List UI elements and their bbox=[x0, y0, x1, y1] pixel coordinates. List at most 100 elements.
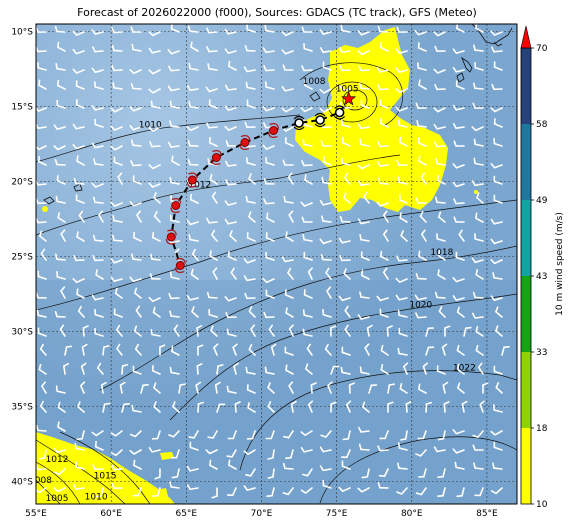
wind-barb bbox=[376, 67, 389, 73]
colorbar-tick-label: 49 bbox=[536, 196, 548, 206]
wind-barb bbox=[132, 231, 142, 242]
wind-barb bbox=[207, 430, 218, 439]
tropical-low-icon bbox=[294, 118, 304, 128]
wind-barb bbox=[339, 255, 351, 262]
wind-barb bbox=[262, 278, 275, 284]
wind-barb bbox=[206, 46, 218, 53]
wind-barb bbox=[452, 295, 465, 302]
wind-barb bbox=[214, 381, 221, 394]
wind-barb bbox=[322, 479, 332, 489]
wind-barb bbox=[319, 88, 332, 94]
wind-barb bbox=[434, 84, 446, 91]
lat-tick-label: 35°S bbox=[11, 403, 33, 413]
wind-barb bbox=[325, 267, 332, 280]
current-position-star-icon bbox=[341, 91, 357, 106]
wind-barb bbox=[187, 140, 199, 147]
wind-barb bbox=[91, 430, 104, 437]
wind-barb bbox=[339, 215, 351, 223]
wind-barb bbox=[288, 324, 294, 337]
wind-barb bbox=[102, 345, 110, 356]
wind-barb bbox=[37, 270, 47, 280]
wind-barb bbox=[169, 271, 180, 280]
wind-barb bbox=[321, 215, 332, 223]
wind-barb bbox=[188, 100, 199, 109]
wind-barb bbox=[415, 197, 427, 204]
wind-barb bbox=[110, 276, 123, 283]
wind-barb bbox=[246, 24, 256, 33]
wind-barb bbox=[94, 440, 104, 451]
wind-barb bbox=[418, 468, 427, 478]
wind-barb bbox=[206, 291, 218, 299]
wind-barb bbox=[189, 441, 199, 451]
wind-barb bbox=[169, 366, 180, 375]
wind-barb bbox=[226, 385, 237, 394]
wind-barb bbox=[75, 80, 85, 90]
wind-barb bbox=[148, 182, 161, 188]
wind-barb bbox=[495, 382, 503, 394]
wind-barb bbox=[482, 382, 489, 394]
wind-barb bbox=[208, 136, 218, 147]
wind-barb bbox=[91, 142, 104, 149]
wind-barb bbox=[172, 401, 180, 413]
wind-barb bbox=[263, 311, 275, 319]
wind-barb bbox=[191, 248, 199, 261]
wind-barb bbox=[244, 292, 256, 300]
wind-barb bbox=[281, 126, 294, 132]
wind-barb bbox=[425, 346, 435, 356]
wind-barb bbox=[76, 155, 85, 166]
wind-barb bbox=[363, 191, 370, 204]
wind-barb bbox=[338, 47, 351, 54]
wind-barb bbox=[130, 160, 142, 167]
wind-barb bbox=[209, 173, 218, 185]
wind-barb bbox=[227, 430, 237, 440]
wind-barb bbox=[186, 126, 199, 132]
tropical-storm-arms-icon bbox=[165, 229, 177, 245]
wind-barb bbox=[72, 68, 85, 74]
wind-barb bbox=[472, 444, 484, 451]
wind-barb bbox=[186, 465, 199, 472]
wind-barb bbox=[190, 41, 199, 52]
wind-barb bbox=[304, 363, 313, 375]
wind-barb bbox=[285, 449, 294, 459]
wind-barb bbox=[398, 194, 408, 204]
wind-barb bbox=[197, 344, 204, 356]
wind-barb bbox=[324, 343, 332, 356]
wind-barb bbox=[168, 141, 180, 148]
wind-barb bbox=[345, 400, 352, 413]
wind-barb bbox=[129, 69, 142, 75]
wind-barb bbox=[225, 160, 237, 167]
wind-barb bbox=[437, 211, 446, 223]
wind-barb bbox=[140, 384, 149, 394]
wind-barb bbox=[396, 487, 408, 495]
wind-barb bbox=[396, 26, 408, 33]
wind-barb bbox=[266, 212, 275, 223]
wind-barb bbox=[490, 238, 503, 245]
lat-tick-label: 40°S bbox=[11, 478, 33, 488]
wind-barb bbox=[212, 343, 219, 356]
wind-barb bbox=[455, 24, 465, 33]
wind-barb bbox=[456, 306, 465, 318]
wind-barb bbox=[493, 365, 503, 375]
wind-barb bbox=[415, 102, 427, 109]
wind-barb bbox=[195, 381, 202, 394]
wind-barb bbox=[437, 468, 446, 478]
wind-barb bbox=[57, 41, 66, 52]
wind-barb bbox=[129, 125, 142, 131]
lon-tick-label: 80°E bbox=[401, 509, 423, 519]
wind-barb bbox=[358, 426, 370, 433]
wind-barb bbox=[36, 197, 47, 205]
wind-barb bbox=[234, 401, 241, 413]
wind-barb bbox=[121, 363, 129, 375]
tropical-storm-icon bbox=[240, 138, 250, 147]
wind-barb bbox=[40, 248, 47, 261]
wind-barb bbox=[113, 156, 123, 166]
wind-barb bbox=[282, 487, 294, 496]
wind-barb bbox=[225, 140, 237, 147]
wind-barb bbox=[357, 314, 370, 321]
wind-barb bbox=[493, 175, 503, 185]
wind-barb bbox=[55, 63, 66, 71]
wind-barb bbox=[197, 401, 204, 413]
wind-barb bbox=[400, 430, 408, 441]
wind-barb bbox=[250, 324, 256, 337]
wind-barb bbox=[91, 294, 104, 301]
